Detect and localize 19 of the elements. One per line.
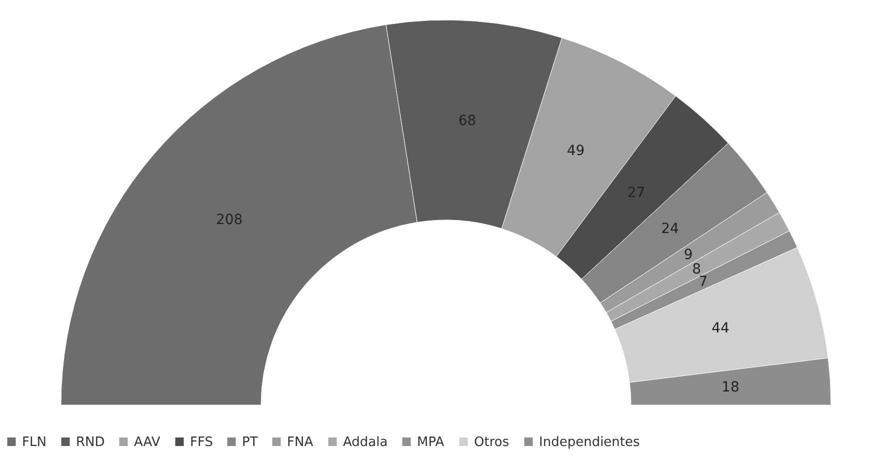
data-label: 9 (684, 247, 693, 264)
legend-label: Addala (343, 434, 388, 450)
data-label: 8 (692, 261, 702, 278)
legend-label: MPA (417, 434, 444, 450)
data-label: 44 (712, 320, 730, 336)
data-label: 68 (458, 112, 476, 129)
data-label: 49 (566, 143, 585, 160)
legend-label: RND (76, 434, 105, 450)
legend-label: AAV (134, 434, 160, 450)
data-label: 18 (722, 380, 740, 396)
legend-label: Independientes (539, 434, 640, 450)
legend-label: FFS (190, 434, 213, 450)
legend-label: FLN (22, 434, 46, 450)
data-label: 7 (698, 274, 708, 290)
legend-label: FNA (287, 434, 314, 450)
legend-label: Otros (474, 434, 510, 450)
data-label: 24 (661, 220, 680, 237)
data-label: 208 (216, 212, 243, 228)
legend-label: PT (242, 434, 258, 450)
